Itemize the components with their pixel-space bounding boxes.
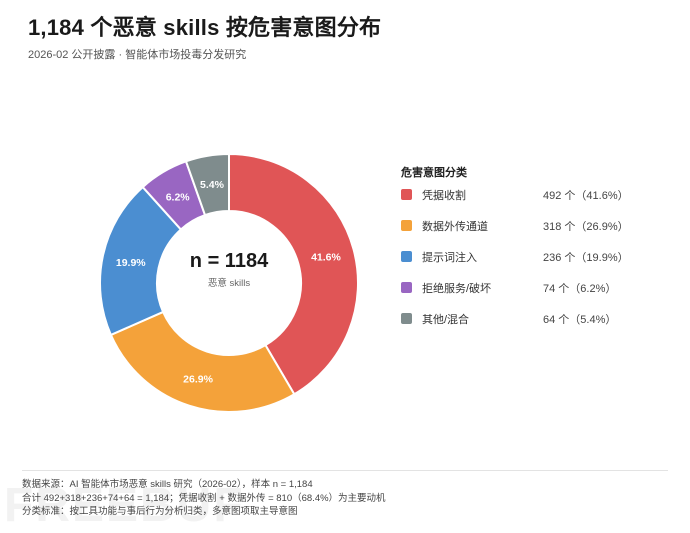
donut-slice: [99, 185, 183, 337]
legend-item-prompt-injection: 提示词注入 236 个（19.9%）: [401, 247, 661, 266]
donut-slice: [184, 152, 230, 217]
slice-percent-label: 26.9%: [183, 374, 213, 386]
center-label: 恶意 skills: [208, 277, 250, 289]
donut-slice: [228, 152, 359, 396]
slice-percent-label: 41.6%: [311, 252, 341, 264]
donut-chart: 41.6% 26.9% 19.9% 6.2% 5.4% n = 1184 恶意 skil…: [99, 152, 359, 413]
legend-item-dos: 拒绝服务/破坏 74 个（6.2%）: [401, 278, 661, 297]
legend-label: 数据外传通道: [422, 220, 488, 233]
legend-item-credential: 凭据收割 492 个（41.6%）: [401, 185, 661, 204]
legend-title: 危害意图分类: [401, 167, 467, 179]
legend-label: 拒绝服务/破坏: [422, 282, 492, 295]
legend-value: 236 个（19.9%）: [543, 251, 629, 264]
donut-slice: [109, 310, 296, 413]
slice-percent-label: 6.2%: [166, 192, 191, 204]
legend-label: 凭据收割: [422, 189, 466, 202]
legend-value: 492 个（41.6%）: [543, 189, 629, 202]
center-value: n = 1184: [190, 250, 269, 272]
footer-notes: 数据来源：AI 智能体市场恶意 skills 研究（2026-02），样本 n …: [22, 478, 386, 519]
footer-total: 合计 492+318+236+74+64 = 1,184；凭据收割 + 数据外传…: [22, 492, 386, 504]
chart-title: 1,184 个恶意 skills 按危害意图分布: [28, 15, 382, 40]
legend-swatch: [401, 189, 412, 200]
legend-swatch: [401, 220, 412, 231]
legend-label: 提示词注入: [422, 251, 477, 264]
slice-percent-label: 19.9%: [116, 257, 146, 269]
legend-swatch: [401, 251, 412, 262]
slice-percent-label: 5.4%: [200, 179, 225, 191]
legend-swatch: [401, 313, 412, 324]
legend-label: 其他/混合: [422, 313, 470, 326]
legend-value: 74 个（6.2%）: [543, 282, 617, 295]
footer-method: 分类标准：按工具功能与事后行为分析归类，多意图项取主导意图: [22, 506, 298, 517]
legend-item-other: 其他/混合 64 个（5.4%）: [401, 309, 661, 328]
chart-subtitle: 2026-02 公开披露 · 智能体市场投毒分发研究: [28, 49, 247, 61]
footer-source: 数据来源：AI 智能体市场恶意 skills 研究（2026-02），样本 n …: [22, 479, 313, 490]
legend: 危害意图分类 凭据收割 492 个（41.6%） 数据外传通道 318 个（26…: [401, 164, 661, 340]
legend-item-exfiltration: 数据外传通道 318 个（26.9%）: [401, 216, 661, 235]
legend-value: 64 个（5.4%）: [543, 313, 617, 326]
legend-value: 318 个（26.9%）: [543, 220, 629, 233]
footer-divider: [22, 470, 668, 471]
legend-swatch: [401, 282, 412, 293]
